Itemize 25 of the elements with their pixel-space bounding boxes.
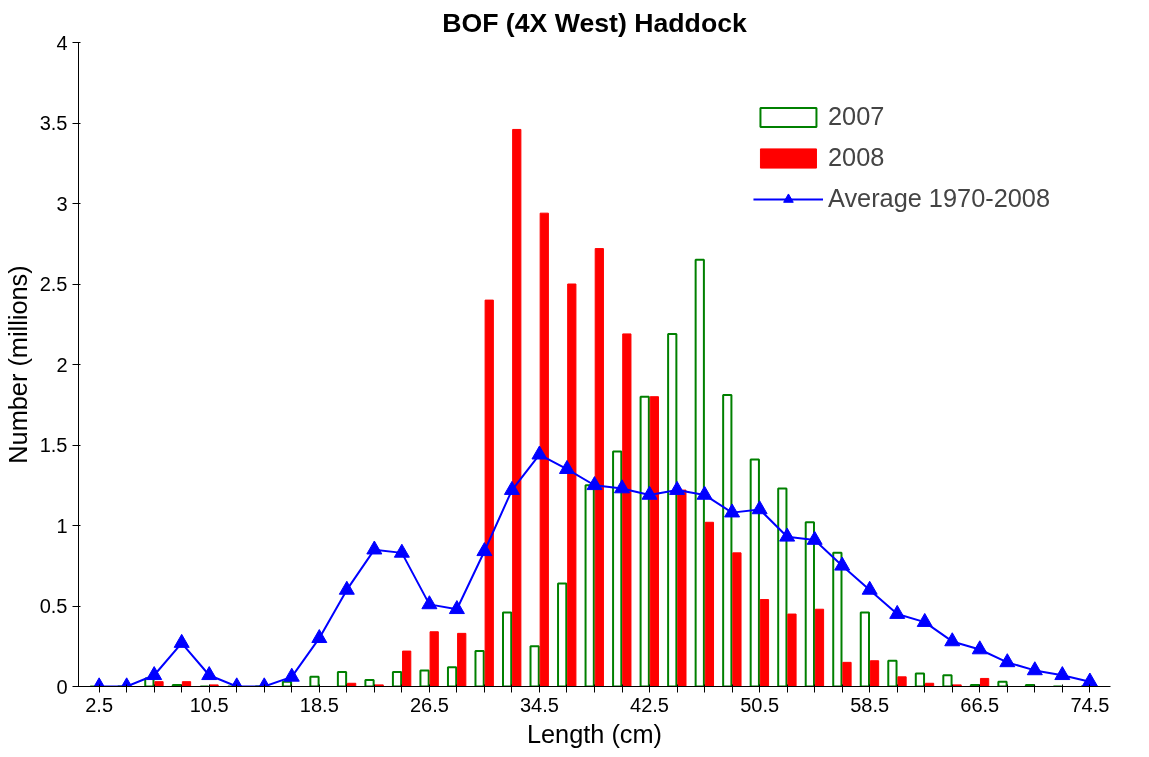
x-tick-label: 50.5 xyxy=(740,693,780,716)
y-tick-label: 2 xyxy=(56,353,68,376)
y-tick-label: 4 xyxy=(56,31,68,54)
x-tick-label: 74.5 xyxy=(1070,693,1110,716)
x-axis-title: Length (cm) xyxy=(526,719,663,748)
y-tick-label: 0 xyxy=(56,675,68,698)
x-tick-label: 18.5 xyxy=(299,693,339,716)
y-tick-label: 3.5 xyxy=(39,112,68,134)
x-tick-label: 10.5 xyxy=(189,693,229,716)
x-tick-label: 42.5 xyxy=(630,693,670,716)
legend-label: 2007 xyxy=(827,102,885,131)
x-tick-label: 58.5 xyxy=(850,693,890,716)
y-tick-label: 1.5 xyxy=(39,434,68,456)
legend-label: Average 1970-2008 xyxy=(827,184,1050,213)
x-tick-label: 2.5 xyxy=(85,693,114,716)
legend-label: 2008 xyxy=(827,143,885,172)
x-tick-label: 26.5 xyxy=(409,693,449,716)
y-tick-label: 0.5 xyxy=(39,595,68,617)
y-axis-title: Number (millions) xyxy=(3,265,32,464)
y-tick-label: 3 xyxy=(56,192,68,215)
y-tick-label: 2.5 xyxy=(39,273,68,295)
chart-title: BOF (4X West) Haddock xyxy=(442,7,747,38)
x-tick-label: 66.5 xyxy=(960,693,1000,716)
x-tick-label: 34.5 xyxy=(520,693,559,716)
y-tick-label: 1 xyxy=(56,514,68,537)
